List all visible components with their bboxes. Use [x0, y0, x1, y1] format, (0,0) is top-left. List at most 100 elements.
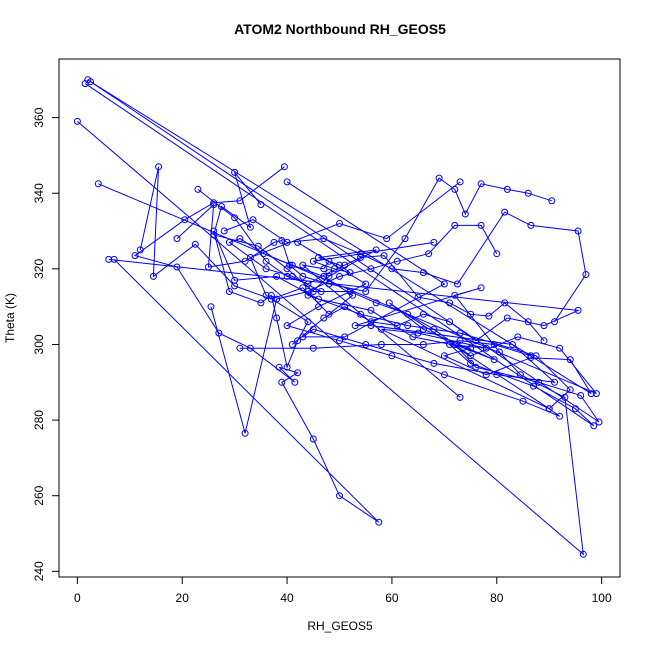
data-point [375, 518, 383, 526]
data-point [435, 174, 443, 182]
data-point [548, 197, 556, 205]
data-point [404, 310, 412, 318]
data-point [280, 163, 288, 171]
data-point [220, 227, 228, 235]
data-point [94, 180, 102, 188]
data-point [155, 163, 163, 171]
series-line [176, 177, 552, 293]
y-tick-label: 300 [32, 334, 46, 354]
data-point [73, 117, 81, 125]
data-point [592, 390, 600, 398]
data-point [320, 314, 328, 322]
data-point [440, 280, 448, 288]
series-line [108, 258, 580, 345]
y-tick-label: 240 [32, 561, 46, 581]
data-point [574, 227, 582, 235]
data-point [149, 272, 157, 280]
data-point [286, 261, 294, 269]
data-point [291, 378, 299, 386]
data-point [283, 363, 291, 371]
series-3 [84, 76, 603, 426]
data-point [262, 291, 270, 299]
data-point [246, 254, 254, 261]
data-point [467, 310, 475, 318]
data-point [283, 272, 291, 280]
data-point [173, 235, 181, 243]
data-point [419, 310, 427, 318]
series-line [139, 166, 354, 315]
data-point [273, 272, 281, 280]
data-point [181, 216, 189, 224]
data-point [430, 359, 438, 367]
y-axis-label: Theta (K) [3, 293, 17, 343]
data-point [566, 356, 574, 364]
data-point [503, 185, 511, 193]
data-point [336, 220, 343, 227]
series-line [113, 166, 380, 523]
data-point [231, 214, 239, 222]
data-point [225, 288, 233, 295]
data-point [304, 280, 312, 288]
data-point [315, 254, 322, 261]
data-point [566, 386, 574, 394]
data-point [325, 269, 333, 277]
x-tick-label: 20 [176, 591, 190, 605]
series-line [98, 172, 597, 395]
data-point [545, 405, 553, 413]
data-point [131, 252, 139, 260]
data-point [294, 369, 302, 377]
data-point [336, 337, 343, 345]
data-point [440, 371, 448, 379]
data-point [388, 265, 396, 273]
data-point [357, 254, 364, 261]
data-point [524, 318, 532, 326]
data-point [349, 291, 357, 299]
data-point [367, 306, 375, 314]
plot-frame [58, 58, 621, 578]
data-point [336, 272, 343, 280]
data-point [346, 269, 354, 277]
data-point [440, 352, 448, 360]
data-point [367, 318, 375, 326]
data-point [456, 393, 464, 401]
data-point [551, 318, 558, 326]
data-point [299, 272, 307, 280]
data-point [225, 238, 233, 246]
data-point [325, 310, 333, 318]
x-tick-label: 80 [490, 591, 504, 605]
x-tick-label: 100 [592, 591, 612, 605]
y-tick-label: 340 [32, 183, 46, 203]
data-point [490, 341, 498, 348]
data-point [315, 295, 322, 303]
data-point [262, 257, 270, 265]
data-point [524, 189, 532, 197]
data-point [249, 216, 257, 224]
series-8 [136, 163, 357, 318]
data-point [309, 435, 317, 443]
data-point [527, 221, 535, 229]
data-point [207, 303, 215, 311]
data-point [288, 341, 296, 348]
data-point [414, 329, 422, 337]
data-point [231, 168, 239, 176]
data-point [451, 291, 459, 299]
series-line [87, 79, 600, 423]
data-point [490, 356, 498, 364]
data-point [472, 337, 480, 345]
data-point [493, 250, 501, 258]
series-13 [236, 337, 535, 360]
data-point [257, 201, 265, 209]
data-point [236, 235, 244, 243]
data-point [372, 299, 380, 307]
data-point [579, 550, 587, 558]
data-point [485, 312, 493, 320]
chart-title: ATOM2 Northbound RH_GEOS5 [234, 21, 446, 37]
data-point [451, 221, 459, 229]
data-point [393, 257, 401, 265]
data-point [582, 271, 590, 278]
data-point [173, 263, 181, 271]
series-line [197, 189, 545, 342]
data-point [419, 269, 427, 277]
data-point [388, 352, 396, 360]
